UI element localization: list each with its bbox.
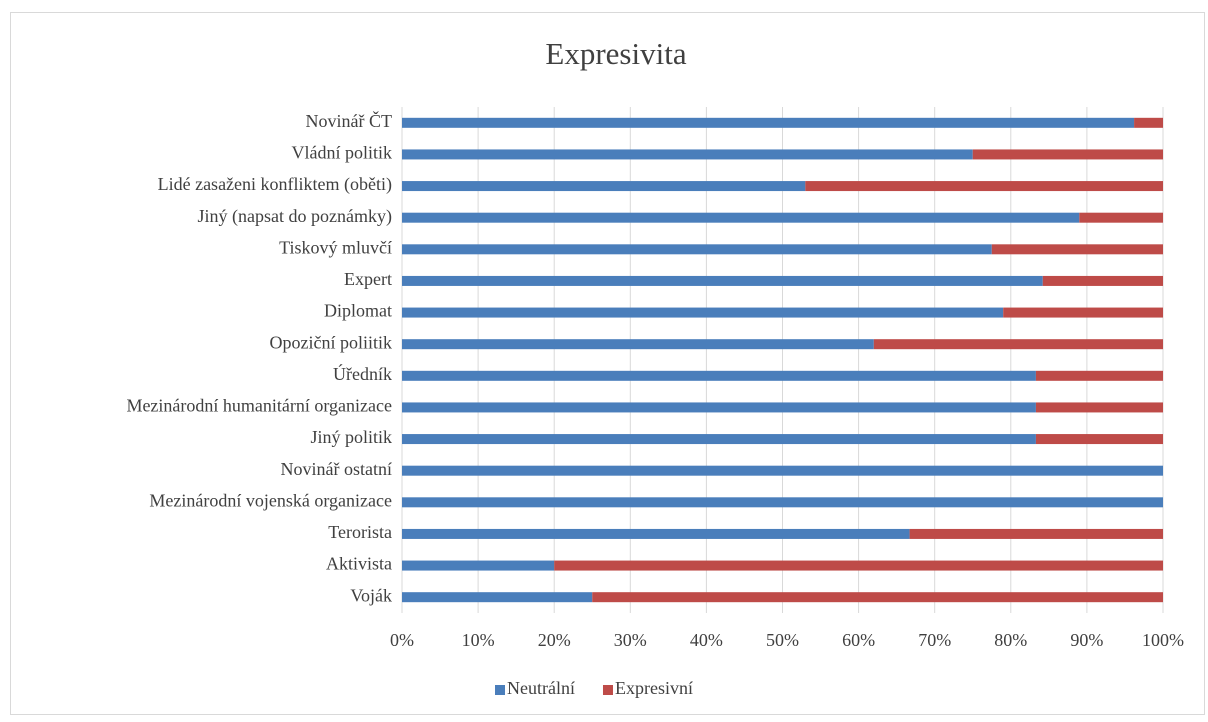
y-tick-label: Jiný politik	[310, 427, 392, 447]
y-tick-label: Mezinárodní vojenská organizace	[149, 490, 392, 510]
bar-segment	[402, 181, 806, 192]
x-tick-label: 70%	[918, 630, 951, 650]
chart-border	[10, 12, 1205, 715]
y-tick-label: Aktivista	[326, 554, 392, 574]
bar-segment	[1042, 275, 1163, 286]
bar-segment	[402, 497, 1163, 508]
x-tick-label: 40%	[690, 630, 723, 650]
y-tick-label: Voják	[350, 585, 392, 605]
bar-segment	[1134, 117, 1163, 128]
bar-segment	[402, 117, 1135, 128]
y-tick-label: Opoziční poliitik	[270, 332, 392, 352]
bar-segment	[402, 434, 1036, 445]
y-tick-label: Terorista	[328, 522, 392, 542]
x-tick-label: 80%	[994, 630, 1027, 650]
y-tick-label: Novinář ostatní	[281, 459, 392, 479]
y-tick-label: Diplomat	[324, 301, 392, 321]
bar-segment	[991, 244, 1163, 255]
legend-label: Expresivní	[615, 678, 693, 698]
bar-segment	[554, 560, 1163, 571]
bar-segment	[402, 212, 1080, 223]
bar-segment	[1035, 434, 1163, 445]
bar-segment	[909, 528, 1163, 539]
bar-segment	[592, 592, 1163, 603]
y-tick-label: Jiný (napsat do poznámky)	[198, 206, 392, 227]
bar-segment	[1003, 307, 1163, 318]
x-tick-label: 100%	[1142, 630, 1184, 650]
bar-segment	[402, 275, 1043, 286]
bar-segment	[402, 560, 555, 571]
bar-segment	[805, 181, 1163, 192]
bar-segment	[1079, 212, 1163, 223]
legend-swatch	[602, 685, 613, 695]
y-tick-label: Novinář ČT	[306, 110, 392, 131]
legend-swatch	[495, 685, 505, 695]
x-tick-label: 10%	[462, 630, 495, 650]
bar-segment	[402, 339, 874, 350]
bar-segment	[402, 465, 1163, 476]
bar-segment	[402, 149, 973, 160]
bar-segment	[873, 339, 1163, 350]
bar-segment	[402, 307, 1004, 318]
y-tick-label: Expert	[344, 269, 392, 289]
bar-segment	[1035, 402, 1163, 413]
bar-segment	[1035, 370, 1163, 381]
bar-segment	[972, 149, 1163, 160]
x-tick-label: 90%	[1070, 630, 1103, 650]
legend-label: Neutrální	[507, 678, 575, 698]
x-tick-label: 60%	[842, 630, 875, 650]
bar-segment	[402, 244, 992, 255]
chart-title: Expresivita	[545, 36, 686, 71]
x-tick-label: 0%	[390, 630, 414, 650]
bar-segment	[402, 370, 1036, 381]
bar-segment	[402, 592, 593, 603]
x-tick-label: 20%	[538, 630, 571, 650]
y-tick-label: Tiskový mluvčí	[279, 237, 392, 257]
y-tick-label: Úředník	[333, 363, 392, 384]
y-tick-label: Lidé zasaženi konfliktem (oběti)	[158, 174, 392, 195]
y-tick-label: Vládní politik	[292, 143, 393, 163]
x-tick-label: 50%	[766, 630, 799, 650]
bar-segment	[402, 528, 910, 539]
bar-segment	[402, 402, 1036, 413]
x-tick-label: 30%	[614, 630, 647, 650]
y-tick-label: Mezinárodní humanitární organizace	[126, 396, 392, 416]
